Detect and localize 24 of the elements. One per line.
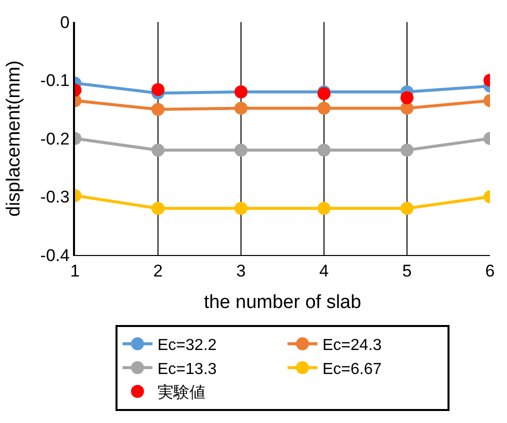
y-axis-title: displacement(mm) <box>4 60 25 217</box>
legend-label: Ec=13.3 <box>158 360 217 378</box>
y-tick-label: -0.4 <box>40 246 70 265</box>
y-tick-label: -0.3 <box>40 188 70 207</box>
legend-label: Ec=6.67 <box>322 360 382 378</box>
point <box>318 202 330 215</box>
legend-label: Ec=32.2 <box>158 337 217 354</box>
point <box>318 144 330 157</box>
point <box>318 102 330 115</box>
point <box>234 144 248 157</box>
y-tick-label: -0.1 <box>40 71 70 90</box>
x-tick-label: 3 <box>236 261 246 280</box>
legend-label: Ec=24.3 <box>322 337 382 354</box>
y-tick-label: -0.2 <box>40 129 70 148</box>
legend-label: 実験値 <box>158 384 206 402</box>
x-axis-title: the number of slab <box>204 292 362 314</box>
x-tick-label: 4 <box>319 261 329 280</box>
x-tick-label: 5 <box>402 261 412 280</box>
y-tick-label: 0 <box>60 12 70 32</box>
x-tick-label: 6 <box>485 261 495 280</box>
point <box>234 102 248 115</box>
x-tick-label: 1 <box>70 261 80 280</box>
x-tick-label: 2 <box>153 261 163 280</box>
point <box>234 202 248 215</box>
